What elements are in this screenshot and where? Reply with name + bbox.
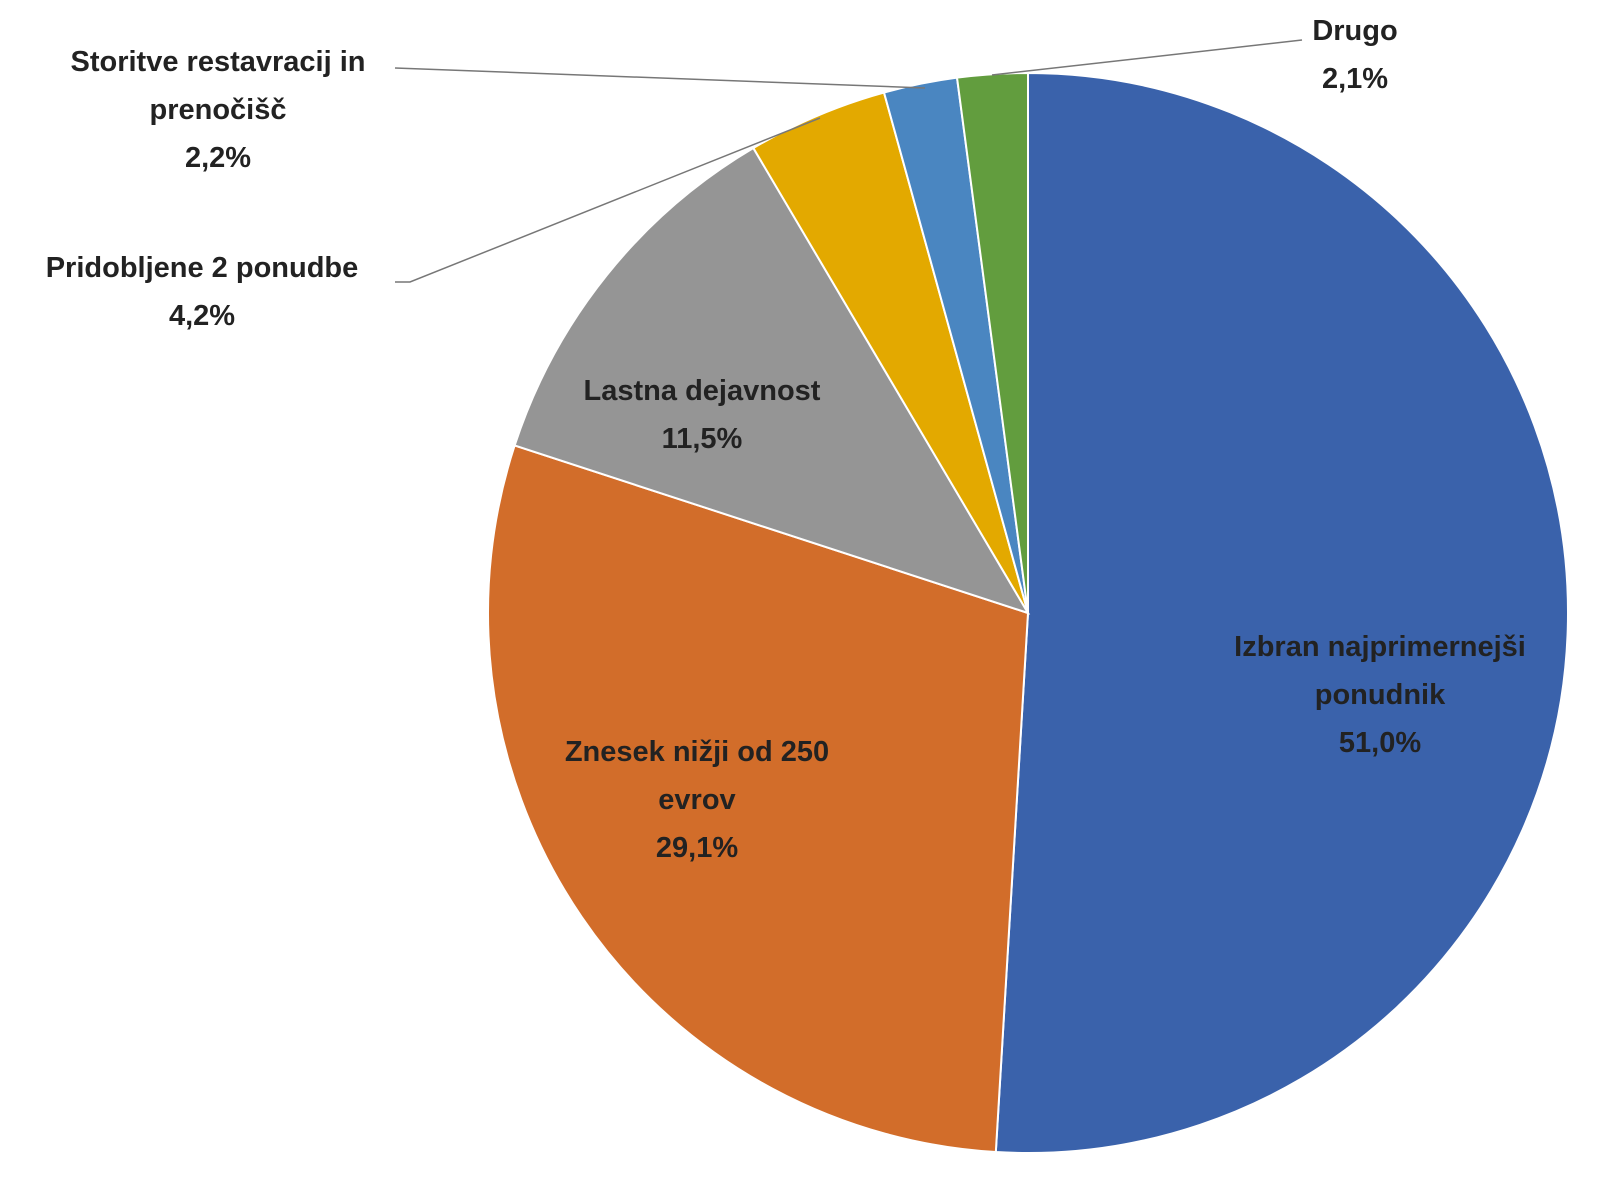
slice <box>487 444 1030 1154</box>
category-label: Drugo <box>1312 15 1398 47</box>
category-label: Znesek nižji od 250 evrov <box>564 736 830 816</box>
category-label: Storitve restavracij in prenočišč <box>70 46 366 126</box>
value-label: 11,5% <box>661 423 743 455</box>
value-label: 29,1% <box>655 832 739 864</box>
data-label: Znesek nižji od 250 evrov 29,1% <box>527 728 867 872</box>
value-label: 4,2% <box>168 300 236 332</box>
data-label: Storitve restavracij in prenočišč 2,2% <box>18 38 418 182</box>
value-label: 2,2% <box>184 142 252 174</box>
leader-line <box>395 117 821 283</box>
slice <box>955 71 1029 614</box>
data-label: Lastna dejavnost 11,5% <box>542 367 862 463</box>
leader-line <box>991 39 1303 76</box>
slice <box>994 71 1569 1154</box>
data-label: Pridobljene 2 ponudbe 4,2% <box>2 244 402 340</box>
category-label: Pridobljene 2 ponudbe <box>45 252 359 284</box>
slice <box>513 146 1031 615</box>
data-label: Izbran najprimernejši ponudnik 51,0% <box>1195 623 1565 767</box>
data-label: Drugo 2,1% <box>1255 7 1455 103</box>
category-label: Lastna dejavnost <box>583 375 821 407</box>
value-label: 2,1% <box>1321 63 1389 95</box>
category-label: Izbran najprimernejši ponudnik <box>1234 631 1526 711</box>
value-label: 51,0% <box>1338 727 1422 759</box>
leader-line <box>394 67 926 89</box>
